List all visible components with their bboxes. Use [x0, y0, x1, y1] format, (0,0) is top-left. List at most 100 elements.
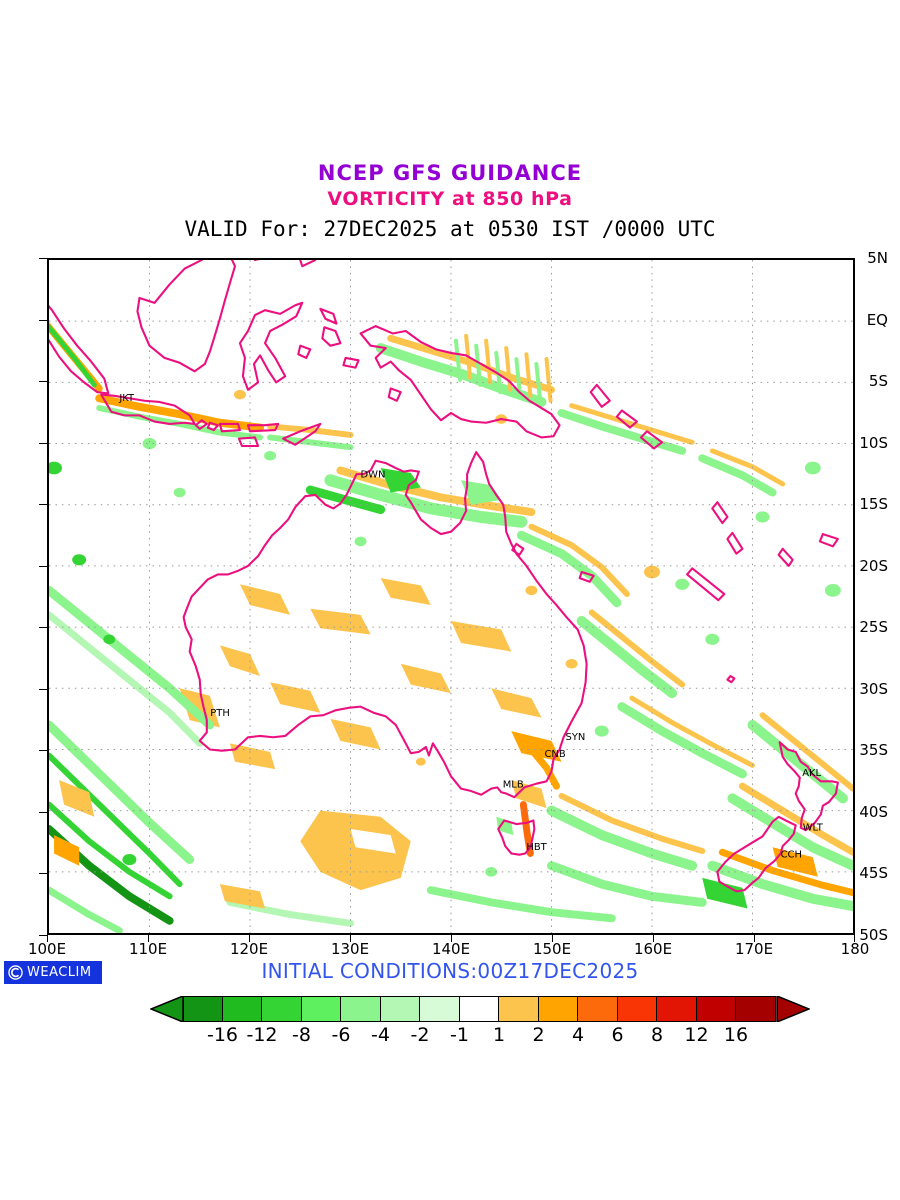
x-axis-label: 170E [734, 940, 774, 958]
colorbar-cell [459, 997, 499, 1021]
colorbar-tick-label: -2 [410, 1024, 430, 1046]
x-axis-label: 150E [532, 940, 572, 958]
y-axis-tick [39, 565, 47, 567]
y-axis-label: 20S [859, 556, 888, 575]
colorbar-extend-high [775, 996, 810, 1022]
city-label-pth: PTH [210, 708, 230, 719]
y-axis-tick [39, 750, 47, 752]
colorbar-cell [183, 997, 223, 1021]
city-label-wlt: WLT [803, 823, 824, 834]
x-axis-tick [350, 935, 351, 942]
x-axis-tick [754, 935, 755, 942]
city-label-dwn: DWN [361, 470, 386, 481]
x-axis-tick [653, 935, 654, 942]
colorbar-tick-label: 12 [684, 1024, 709, 1046]
circle-c-icon [8, 965, 23, 980]
colorbar-cell [380, 997, 420, 1021]
colorbar-tick-label: -8 [292, 1024, 311, 1046]
colorbar-cells [183, 996, 776, 1022]
x-axis-tick [552, 935, 553, 942]
y-axis-tick [39, 319, 47, 321]
y-axis-tick [39, 935, 47, 936]
y-axis-label: 40S [859, 802, 888, 821]
y-axis-label: 5N [867, 249, 888, 267]
y-axis-label: 25S [859, 618, 888, 637]
vorticity-field [49, 321, 853, 933]
coastlines [49, 260, 839, 893]
colorbar-tick-label: -1 [450, 1024, 469, 1046]
colorbar-tick-label: 4 [571, 1024, 585, 1046]
colorbar-extend-low [150, 996, 184, 1022]
colorbar-tick-label: -12 [246, 1024, 278, 1046]
colorbar-cell [578, 997, 618, 1021]
colorbar-cell [341, 997, 381, 1021]
x-axis-label: 120E [229, 940, 269, 958]
y-axis-label: 45S [859, 864, 888, 883]
map-gridlines [49, 260, 853, 933]
colorbar-cell [538, 997, 578, 1021]
city-label-syn: SYN [566, 732, 586, 743]
x-axis-label: 110E [128, 940, 168, 958]
chart-subtitle: VORTICITY at 850 hPa [327, 188, 573, 210]
x-axis-label: 180 [840, 940, 870, 958]
city-label-cch: CCH [781, 849, 802, 860]
initial-conditions-label: INITIAL CONDITIONS:00Z17DEC2025 [261, 959, 639, 983]
city-label-hbt: HBT [526, 842, 547, 853]
x-axis-label: 140E [431, 940, 471, 958]
colorbar-tick-label: -6 [331, 1024, 351, 1046]
colorbar-cell [301, 997, 341, 1021]
city-label-cnb: CNB [544, 749, 565, 760]
colorbar-cell [222, 997, 262, 1021]
y-axis-tick [39, 627, 47, 629]
colorbar-tick-label: 6 [611, 1024, 624, 1046]
x-axis-tick [47, 935, 48, 942]
valid-time-label: VALID For: 27DEC2025 at 0530 IST /0000 U… [184, 217, 716, 241]
x-axis-tick [148, 935, 149, 942]
chart-title-block: NCEP GFS GUIDANCE VORTICITY at 850 hPa V… [0, 160, 900, 244]
colorbar-cell [696, 997, 736, 1021]
colorbar: -16 -12 -8 -6 -4 -2 -1 1 2 4 6 8 12 16 [150, 996, 810, 1046]
city-label-akl: AKL [802, 768, 821, 779]
y-axis-label: 30S [859, 679, 888, 698]
city-label-jkt: JKT [118, 393, 135, 404]
y-axis-tick [39, 688, 47, 690]
weaclim-logo-text: WEACLIM [27, 965, 92, 980]
colorbar-cell [657, 997, 697, 1021]
y-axis-label: EQ [866, 310, 888, 329]
y-axis-label: 50S [859, 926, 888, 944]
y-axis-tick [39, 258, 47, 259]
x-axis-label: 130E [330, 940, 370, 958]
colorbar-tick-label: 1 [492, 1024, 506, 1046]
x-axis-tick [249, 935, 250, 942]
colorbar-cell [736, 997, 776, 1021]
weaclim-logo[interactable]: WEACLIM [4, 961, 102, 984]
colorbar-cell [617, 997, 657, 1021]
y-axis-tick [39, 504, 47, 506]
colorbar-tick-label: 8 [650, 1024, 664, 1046]
y-axis-label: 10S [859, 433, 888, 452]
map-plot-area: JKT DWN PTH SYN CNB MLB HBT AKL WLT CCH [47, 258, 855, 935]
x-axis-tick [854, 935, 855, 942]
y-axis-tick [39, 873, 47, 875]
y-axis-label: 35S [859, 741, 888, 760]
colorbar-cell [262, 997, 302, 1021]
x-axis-label: 100E [27, 940, 67, 958]
colorbar-tick-label: 16 [723, 1024, 749, 1046]
colorbar-cell [420, 997, 460, 1021]
y-axis-tick [39, 442, 47, 444]
colorbar-tick-label: -16 [206, 1024, 239, 1046]
y-axis-tick [39, 811, 47, 813]
page-title: NCEP GFS GUIDANCE [317, 161, 583, 185]
x-axis-tick [451, 935, 452, 942]
colorbar-tick-label: -4 [371, 1024, 390, 1046]
city-label-mlb: MLB [503, 780, 524, 791]
y-axis-label: 5S [868, 372, 888, 391]
colorbar-tick-label: 2 [532, 1024, 545, 1046]
x-axis-label: 160E [633, 940, 673, 958]
colorbar-cell [499, 997, 539, 1021]
y-axis-label: 15S [859, 495, 888, 514]
y-axis-tick [39, 381, 47, 383]
